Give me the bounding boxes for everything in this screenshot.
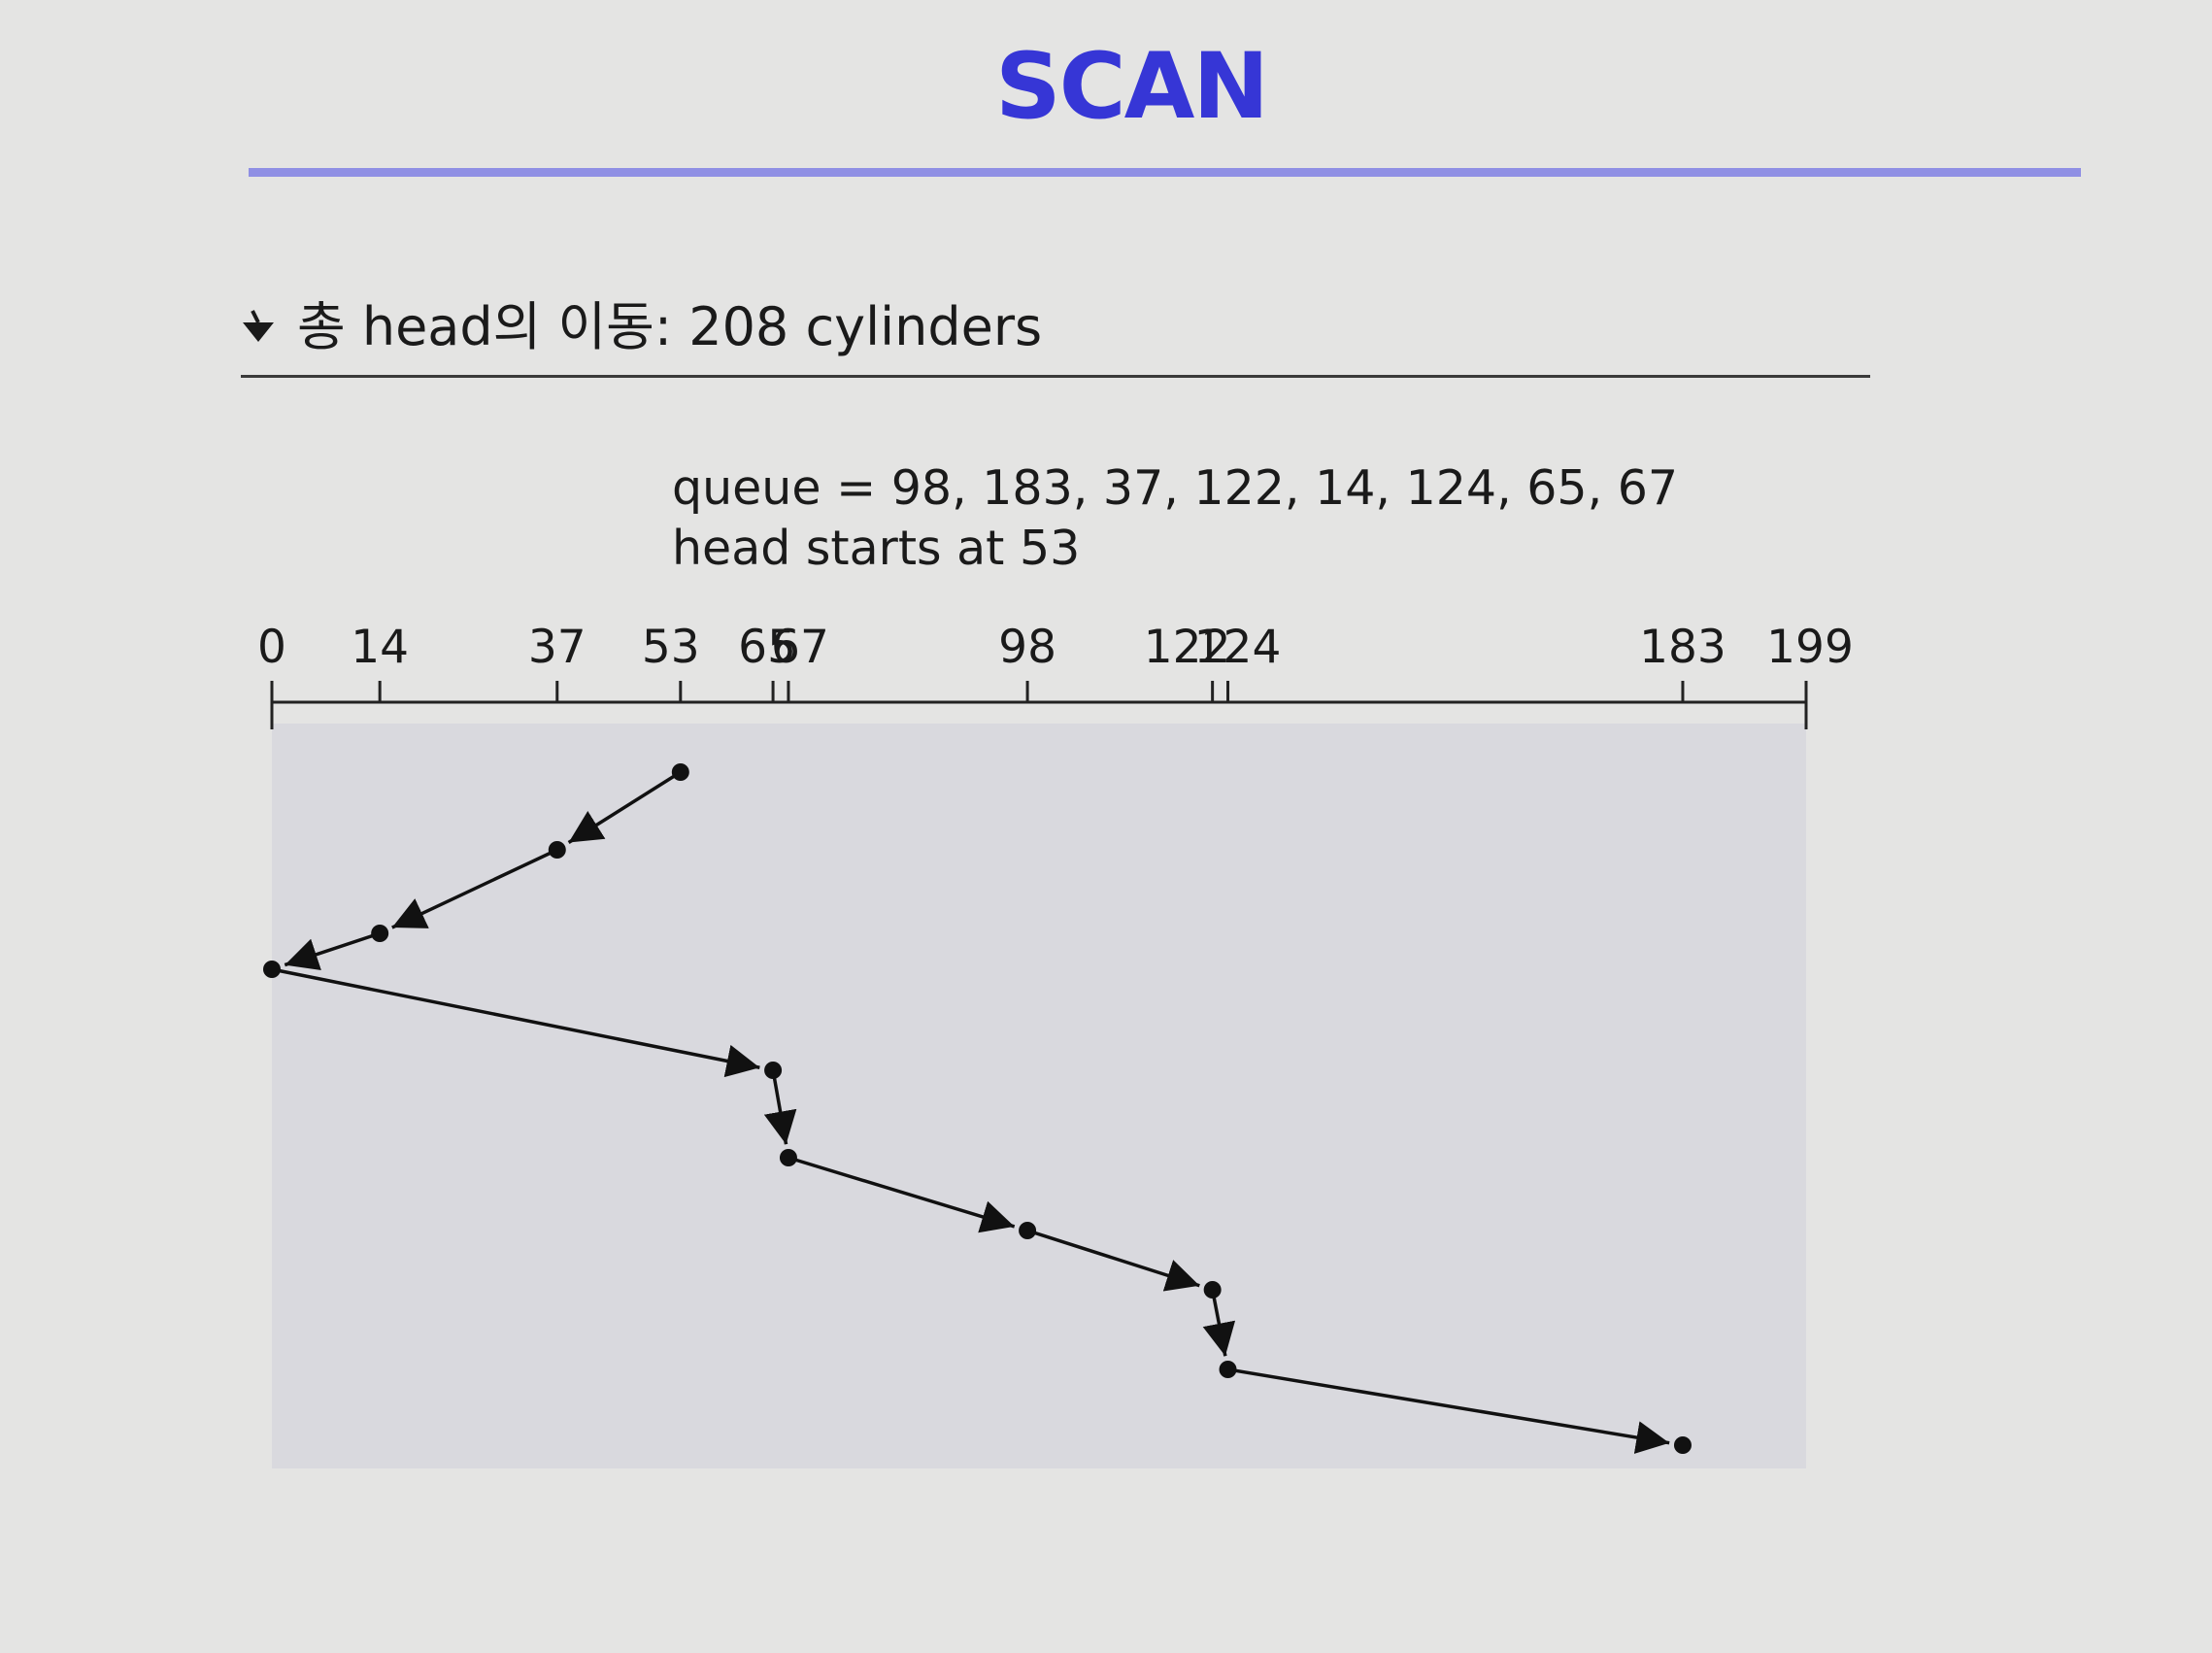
axis-tick-label: 98 bbox=[998, 621, 1056, 674]
request-point bbox=[1219, 1361, 1237, 1378]
axis-tick-label: 0 bbox=[257, 621, 286, 674]
head-move-segment bbox=[271, 967, 760, 1078]
plot-area bbox=[272, 724, 1806, 1468]
title-underline bbox=[249, 168, 2081, 177]
request-point bbox=[1673, 1436, 1692, 1454]
request-point bbox=[1019, 1222, 1037, 1239]
request-point bbox=[1203, 1281, 1222, 1299]
head-move-segment bbox=[1202, 1289, 1236, 1357]
request-point bbox=[779, 1149, 797, 1166]
request-point bbox=[371, 925, 389, 942]
slide-title: SCAN bbox=[994, 34, 1269, 140]
request-point bbox=[671, 763, 689, 781]
axis-tick-label: 37 bbox=[528, 621, 587, 674]
axis-tick-label: 124 bbox=[1194, 621, 1282, 674]
head-move-segment bbox=[391, 848, 558, 929]
queue-info: queue = 98, 183, 37, 122, 14, 124, 65, 6… bbox=[672, 458, 1678, 579]
queue-label: queue = 98, 183, 37, 122, 14, 124, 65, 6… bbox=[672, 460, 1679, 516]
axis-tick-label: 53 bbox=[642, 621, 700, 674]
request-point bbox=[764, 1062, 783, 1079]
axis-tick-label: 122 bbox=[1144, 621, 1231, 674]
total-movement-text: 총 head의 이동: 208 cylinders bbox=[297, 295, 1043, 357]
head-move-segment bbox=[567, 770, 682, 845]
head-path bbox=[263, 763, 1692, 1454]
head-move-segment bbox=[763, 1069, 797, 1145]
bullet-row: 총 head의 이동: 208 cylinders bbox=[239, 287, 1042, 357]
request-point bbox=[263, 961, 281, 978]
axis-tick-label: 183 bbox=[1639, 621, 1726, 674]
head-move-segment bbox=[284, 931, 381, 970]
head-move-segment bbox=[1227, 1367, 1670, 1454]
head-start-label: head starts at 53 bbox=[672, 521, 1081, 576]
request-point bbox=[548, 841, 566, 859]
axis-tick-label: 65 bbox=[738, 621, 796, 674]
bullet-divider bbox=[241, 375, 1870, 378]
head-move-segment bbox=[788, 1156, 1016, 1233]
axis-tick-label: 14 bbox=[351, 621, 409, 674]
head-move-segment bbox=[1026, 1229, 1200, 1292]
axis-tick-label: 67 bbox=[771, 621, 829, 674]
arrow-down-bullet-icon bbox=[243, 310, 274, 342]
axis-tick-label: 199 bbox=[1766, 621, 1854, 674]
